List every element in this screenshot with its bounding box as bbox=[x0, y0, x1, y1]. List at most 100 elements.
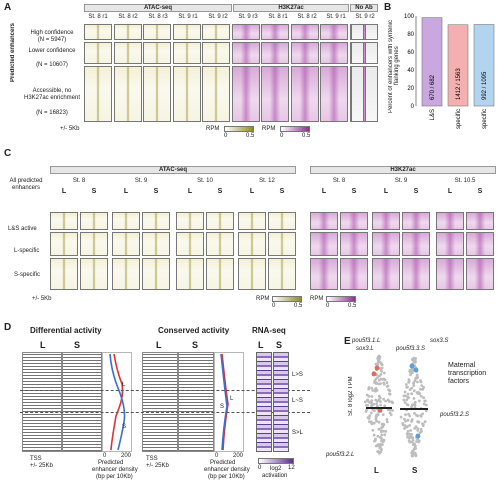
subgenome-s-label: S bbox=[276, 340, 283, 350]
stage-label: St. 9 bbox=[134, 178, 148, 184]
highlight-point bbox=[409, 363, 415, 369]
density-label: enhancer density bbox=[204, 467, 250, 473]
data-point bbox=[405, 425, 408, 429]
panel-letter-b: B bbox=[384, 2, 392, 13]
row-label-ls-active: L&S active bbox=[8, 226, 37, 232]
data-point bbox=[410, 405, 413, 409]
scatter-ylabel: St. 8 log2 TPM bbox=[348, 376, 354, 416]
heatmap-block bbox=[113, 66, 142, 122]
data-point bbox=[406, 396, 410, 400]
data-point bbox=[417, 440, 421, 444]
data-point bbox=[408, 369, 412, 372]
heatmap-block bbox=[238, 232, 266, 256]
annotation-line: factors bbox=[448, 378, 470, 385]
data-point bbox=[382, 429, 385, 433]
data-point bbox=[414, 454, 418, 458]
data-point bbox=[424, 403, 428, 407]
panel-letter-e: E bbox=[344, 336, 351, 347]
data-point bbox=[409, 429, 413, 432]
raster-cons-s bbox=[178, 352, 214, 452]
bar bbox=[473, 24, 495, 107]
heatmap-block bbox=[238, 212, 266, 230]
data-point bbox=[414, 447, 417, 450]
h3k27ac-header-c: H3K27ac bbox=[310, 166, 496, 174]
atac-seq-header-a: ATAC-seq bbox=[84, 4, 232, 12]
heatmap-block bbox=[436, 232, 464, 256]
tss-label: TSS bbox=[30, 456, 42, 462]
data-point bbox=[382, 381, 386, 385]
scale-min: 0 bbox=[224, 133, 228, 139]
data-point bbox=[410, 370, 414, 374]
rna-scale-label: log2 bbox=[270, 466, 282, 472]
bar-chart-b: 100 80 60 40 20 0 670 / 682 L&S 1412 / 1563 L spe… bbox=[404, 14, 495, 130]
trace-label-l: L bbox=[122, 382, 126, 388]
heatmap-block bbox=[142, 258, 170, 290]
data-point bbox=[377, 420, 381, 424]
highlight-point bbox=[415, 433, 421, 439]
panel-letter-d: D bbox=[4, 322, 12, 333]
heatmap-block bbox=[142, 232, 170, 256]
data-point bbox=[370, 422, 374, 426]
stage-label: St. 10.5 bbox=[454, 178, 476, 184]
heatmap-block bbox=[238, 258, 266, 290]
panel-letter-a: A bbox=[4, 2, 12, 13]
heatmap-block bbox=[176, 258, 204, 290]
rna-color-scale bbox=[258, 458, 294, 464]
heatmap-block bbox=[172, 66, 201, 122]
density-plot-diff bbox=[102, 352, 132, 452]
density-label: (bp per 10Kb) bbox=[208, 474, 245, 480]
y-tick-label: 100 bbox=[404, 14, 415, 20]
data-point bbox=[391, 401, 394, 405]
raster-diff-s bbox=[62, 352, 102, 452]
heatmap-block bbox=[310, 212, 338, 230]
rna-seq-title: RNA-seq bbox=[252, 326, 286, 335]
data-point bbox=[410, 420, 413, 423]
data-point bbox=[377, 427, 381, 431]
heatmap-block bbox=[365, 66, 378, 122]
heatmap-block bbox=[372, 258, 400, 290]
trace-label-s: S bbox=[122, 424, 127, 430]
data-point bbox=[385, 420, 389, 424]
conserved-activity-title: Conserved activity bbox=[158, 326, 230, 335]
data-point bbox=[370, 399, 374, 402]
heatmap-block bbox=[436, 258, 464, 290]
data-point bbox=[381, 443, 384, 447]
col-label: St. 9 r2 bbox=[208, 14, 228, 20]
data-point bbox=[384, 430, 388, 433]
row-label-high: High confidence bbox=[30, 30, 74, 36]
data-point bbox=[407, 378, 411, 382]
rna-heatmap-s bbox=[273, 352, 289, 452]
density-tick-200: 200 bbox=[121, 453, 132, 459]
col-label: St. 8 r1 bbox=[88, 14, 108, 20]
raster-diff-l bbox=[22, 352, 62, 452]
data-point bbox=[423, 399, 427, 403]
data-point bbox=[419, 427, 423, 431]
data-point bbox=[379, 436, 382, 439]
data-point bbox=[374, 398, 378, 402]
heatmap-block bbox=[402, 212, 430, 230]
heatmap-block bbox=[351, 24, 364, 40]
heatmap-block bbox=[206, 232, 234, 256]
data-point bbox=[376, 404, 379, 408]
heatmap-block bbox=[290, 24, 319, 40]
data-point bbox=[414, 357, 417, 360]
color-scale-k27-a bbox=[280, 126, 310, 132]
data-point bbox=[365, 408, 368, 412]
data-point bbox=[386, 384, 390, 388]
tss-window-label: +/- 25Kb bbox=[30, 463, 53, 469]
heatmap-block bbox=[261, 42, 289, 64]
rna-label-l-gt-s: L>S bbox=[292, 372, 303, 378]
data-point bbox=[385, 418, 389, 421]
data-point bbox=[391, 409, 394, 412]
stage-label: St. 8 bbox=[332, 178, 346, 184]
data-point bbox=[415, 440, 418, 443]
heatmap-block bbox=[290, 42, 319, 64]
heatmap-block bbox=[84, 66, 112, 122]
color-scale-atac-c bbox=[272, 296, 302, 302]
scale-label-atac-c: RPM bbox=[256, 296, 270, 302]
gene-label: pou5f3.2.S bbox=[440, 412, 470, 418]
heatmap-block bbox=[320, 42, 348, 64]
col-label: St. 8 r2 bbox=[118, 14, 138, 20]
subgenome-label: S bbox=[413, 188, 419, 195]
data-point bbox=[404, 383, 408, 386]
